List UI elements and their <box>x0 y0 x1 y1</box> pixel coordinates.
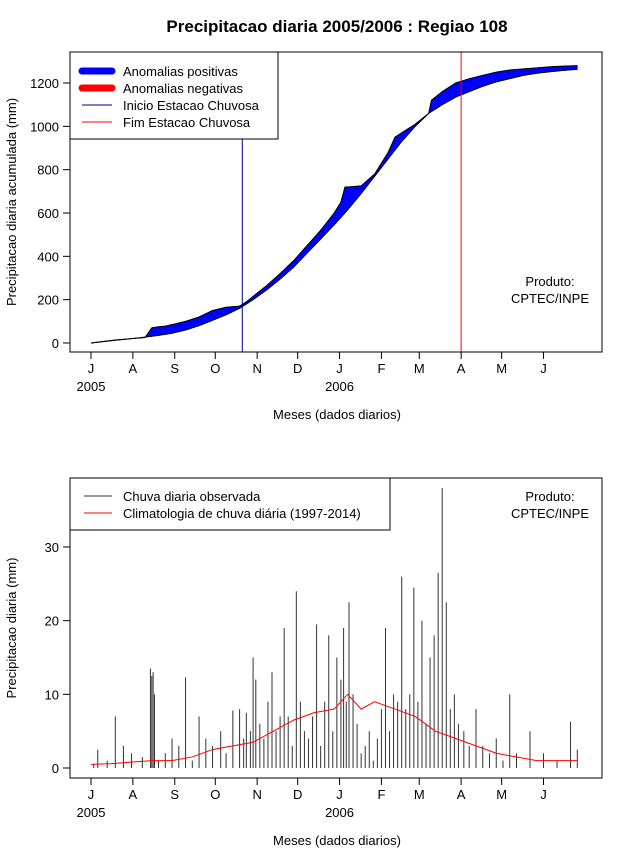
x-tick-label: J <box>540 361 547 376</box>
chart-title: Precipitacao diaria 2005/2006 : Regiao 1… <box>166 17 507 36</box>
y-tick-label: 1200 <box>30 76 59 91</box>
x-tick-label: J <box>540 787 547 802</box>
x-tick-label: O <box>210 361 220 376</box>
climatology-cumulative-line <box>90 68 578 344</box>
x-tick-label: M <box>414 361 425 376</box>
y-tick-label: 0 <box>52 336 59 351</box>
x-year-label: 2005 <box>77 805 106 820</box>
y-axis: 0 10 20 30 <box>45 540 71 776</box>
series-line-layer <box>90 65 578 344</box>
x-tick-label: D <box>293 361 302 376</box>
daily-bar-layer <box>93 488 578 768</box>
legend-label-end: Fim Estacao Chuvosa <box>123 115 251 130</box>
x-tick-label: M <box>414 787 425 802</box>
x-axis-label: Meses (dados diarios) <box>273 833 401 848</box>
x-tick-label: A <box>457 361 466 376</box>
x-axis: J A S O N D J F M A M J 2005 2006 <box>77 777 547 820</box>
climatology-daily-line <box>90 693 578 765</box>
y-tick-label: 600 <box>37 206 59 221</box>
x-tick-label: J <box>88 787 95 802</box>
x-tick-label: O <box>210 787 220 802</box>
x-axis: J A S O N D J F M A M J 2005 2006 <box>77 351 547 394</box>
legend-label-negative: Anomalias negativas <box>123 81 243 96</box>
cumulative-precipitation-panel: Precipitacao diaria 2005/2006 : Regiao 1… <box>4 17 603 422</box>
y-tick-label: 20 <box>45 614 59 629</box>
y-tick-label: 0 <box>52 761 59 776</box>
x-tick-label: M <box>496 361 507 376</box>
x-tick-label: J <box>88 361 95 376</box>
y-tick-label: 10 <box>45 687 59 702</box>
legend-label-start: Inicio Estacao Chuvosa <box>123 98 260 113</box>
legend-label-observed: Chuva diaria observada <box>123 489 261 504</box>
x-year-label: 2006 <box>325 805 354 820</box>
y-tick-label: 400 <box>37 249 59 264</box>
legend-box <box>69 477 391 531</box>
x-tick-label: D <box>293 787 302 802</box>
annotation-cptec: CPTEC/INPE <box>511 506 589 521</box>
x-tick-label: F <box>377 787 385 802</box>
climatology-line-layer <box>90 693 578 765</box>
x-tick-label: S <box>170 787 179 802</box>
x-year-label: 2006 <box>325 379 354 394</box>
x-year-label: 2005 <box>77 379 106 394</box>
daily-precipitation-panel: 0 10 20 30 J A S O N D J F M A M J 2005 2006 Precipitaca… <box>4 477 603 848</box>
y-tick-label: 800 <box>37 163 59 178</box>
x-tick-label: J <box>336 787 343 802</box>
observed-cumulative-line <box>90 65 578 344</box>
x-tick-label: F <box>377 361 385 376</box>
y-axis-label: Precipitacao diaria (mm) <box>4 558 19 699</box>
legend: Chuva diaria observada Climatologia de c… <box>69 477 391 531</box>
y-tick-label: 1000 <box>30 119 59 134</box>
x-tick-label: J <box>336 361 343 376</box>
x-tick-label: M <box>496 787 507 802</box>
x-tick-label: A <box>457 787 466 802</box>
y-tick-label: 30 <box>45 540 59 555</box>
x-tick-label: A <box>129 787 138 802</box>
legend-box <box>69 51 279 140</box>
annotation-produto: Produto: <box>525 489 574 504</box>
y-axis: 0 200 400 600 800 1000 1200 <box>30 76 71 351</box>
annotation-cptec: CPTEC/INPE <box>511 291 589 306</box>
y-tick-label: 200 <box>37 293 59 308</box>
legend: Anomalias positivas Anomalias negativas … <box>69 51 279 140</box>
x-tick-label: A <box>129 361 138 376</box>
x-axis-label: Meses (dados diarios) <box>273 407 401 422</box>
x-tick-label: N <box>252 361 261 376</box>
legend-label-positive: Anomalias positivas <box>123 64 238 79</box>
annotation-produto: Produto: <box>525 274 574 289</box>
y-axis-label: Precipitacao diaria acumulada (mm) <box>4 98 19 306</box>
x-tick-label: N <box>252 787 261 802</box>
x-tick-label: S <box>170 361 179 376</box>
legend-label-climatology: Climatologia de chuva diária (1997-2014) <box>123 506 361 521</box>
